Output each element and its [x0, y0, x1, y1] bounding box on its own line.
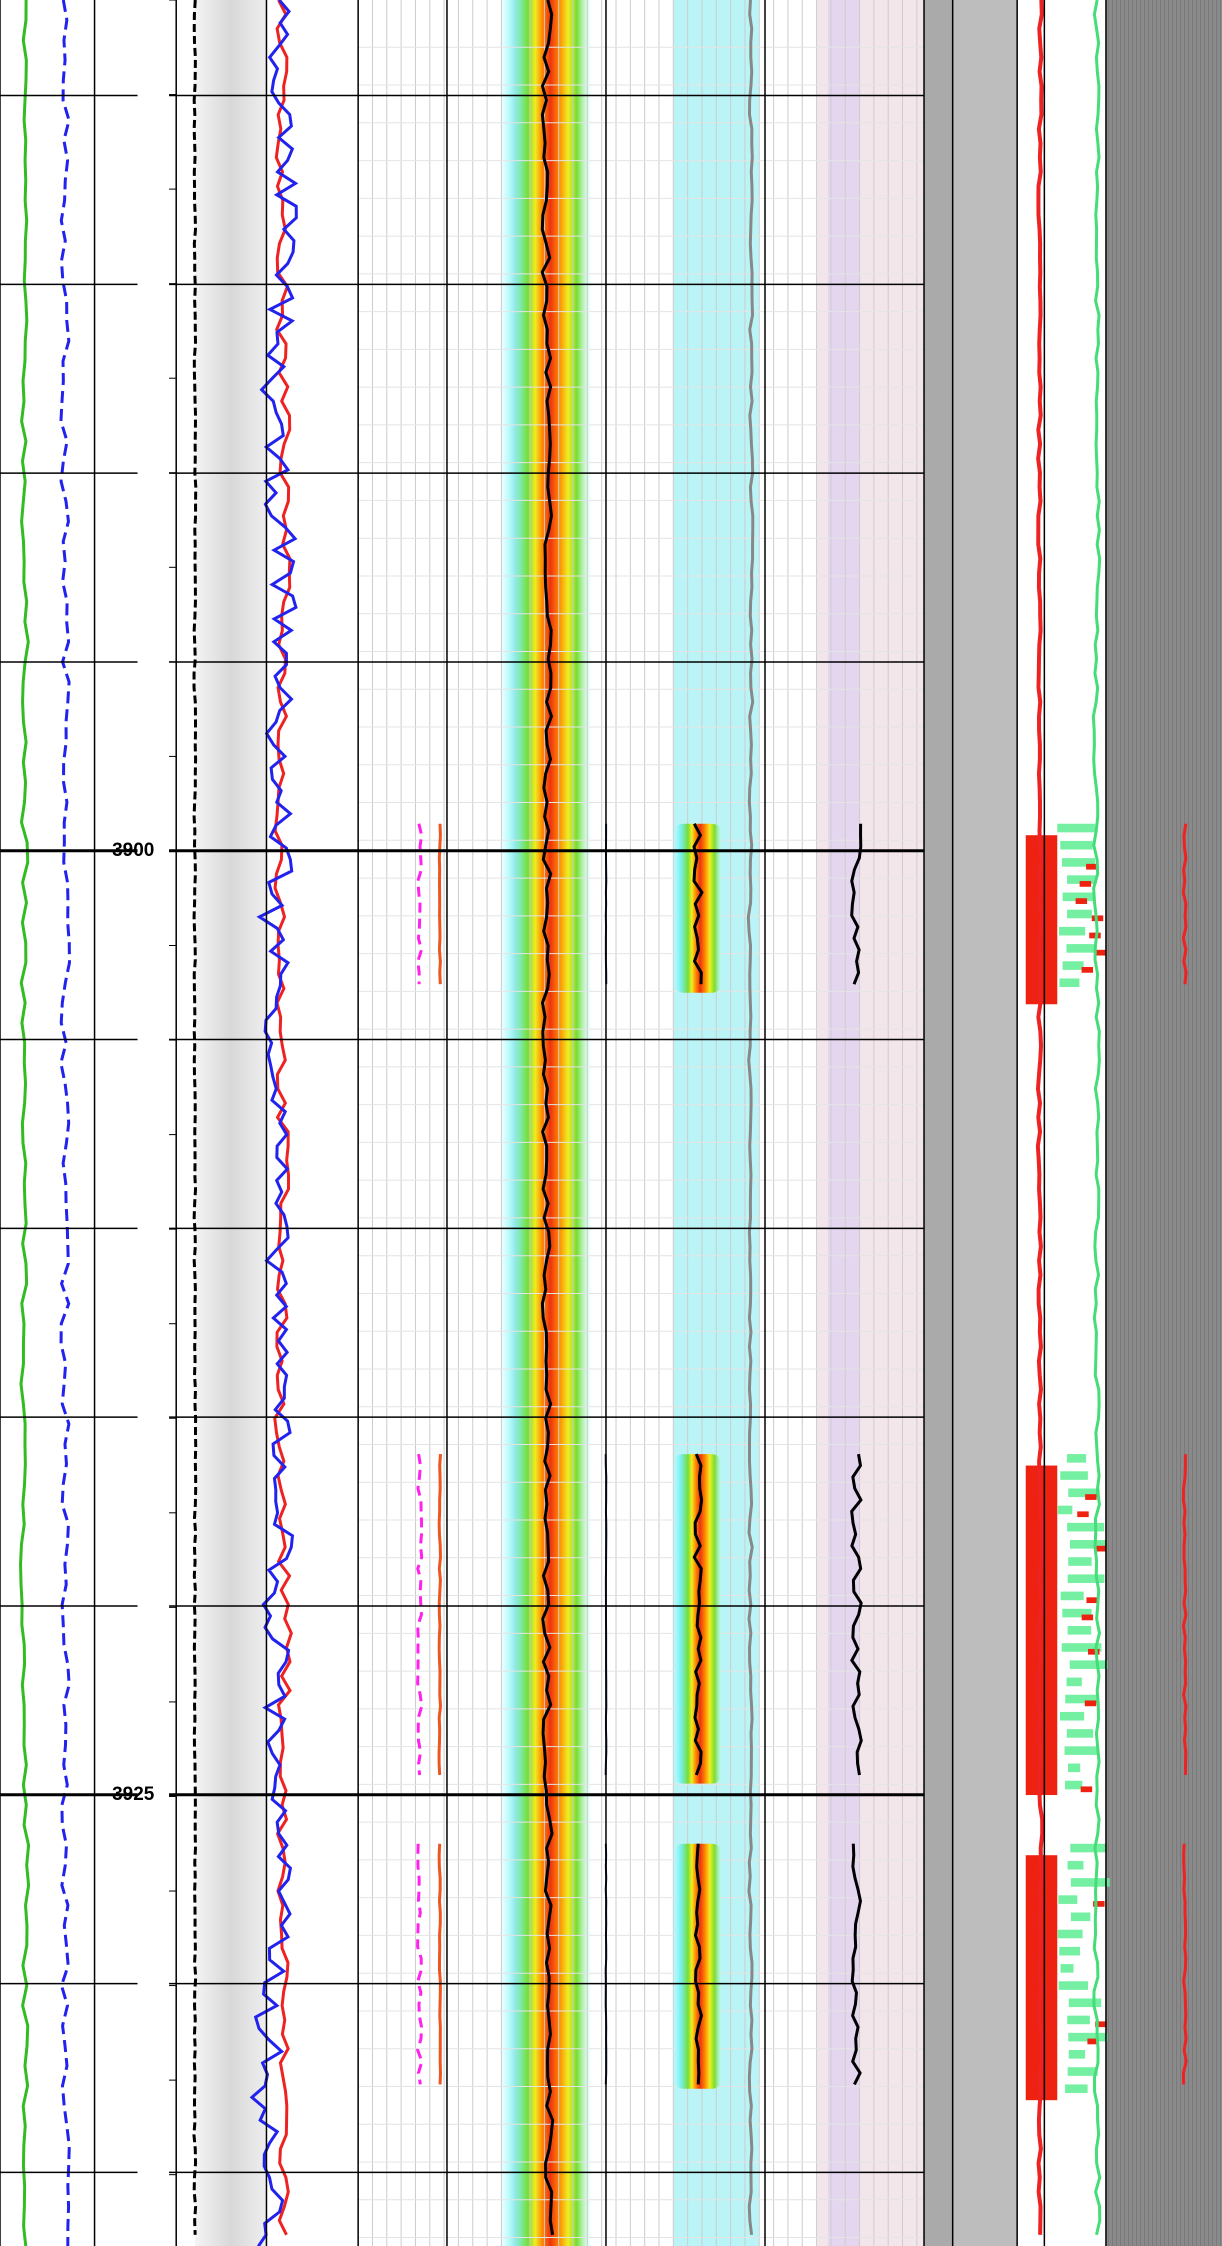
flag-green	[1059, 926, 1086, 936]
lavender	[828, 0, 860, 2246]
gray-curve	[746, 0, 755, 2236]
gray-panel	[952, 0, 1018, 2246]
magenta-dash	[416, 823, 424, 985]
flag-green	[1066, 944, 1095, 953]
flag-red	[1084, 1700, 1097, 1707]
track-shade	[194, 0, 267, 2246]
flag-red	[1087, 2038, 1099, 2045]
amp-panel	[1105, 0, 1222, 2246]
flag-green	[1067, 1522, 1105, 1532]
blue-dash-curve	[59, 0, 71, 2246]
flag-red	[1093, 1901, 1105, 1907]
flag-red	[1086, 863, 1098, 870]
depth-label: 3900	[112, 840, 154, 861]
flag-green	[1066, 1454, 1087, 1463]
flag-green	[1067, 1574, 1105, 1584]
flag-red	[1081, 966, 1094, 973]
amp-red	[1181, 1843, 1188, 2085]
heat-curve	[540, 0, 555, 2236]
orange-line	[437, 1843, 442, 2085]
flag-green	[1067, 1860, 1084, 1870]
flag-green	[1068, 2050, 1086, 2059]
flag-green	[1070, 1912, 1091, 1922]
flag-green	[1059, 1946, 1080, 1956]
flag-green	[1069, 1540, 1107, 1549]
flag-green	[1066, 1729, 1094, 1738]
flag-red	[1081, 1614, 1094, 1621]
flag-red	[1089, 932, 1101, 939]
flag-green	[1067, 909, 1092, 919]
flag-red	[1075, 898, 1088, 904]
blob-curve	[692, 1453, 704, 1776]
flag-green	[1062, 892, 1095, 902]
flag-red	[1093, 949, 1106, 956]
green-curve	[19, 0, 31, 2246]
flag-green	[1057, 823, 1096, 833]
depth-label: 3925	[112, 1784, 155, 1805]
image-curve	[850, 1843, 862, 2086]
flag-green	[1068, 1998, 1102, 2008]
flag-green	[1068, 1763, 1081, 1773]
flag-green	[1061, 858, 1095, 867]
flag-red	[1088, 1648, 1100, 1655]
flag-red	[1077, 1511, 1089, 1518]
image-curve	[850, 1453, 863, 1776]
flag-green	[1067, 1625, 1092, 1635]
red-strip	[1035, 0, 1045, 2235]
flag-green	[1068, 1557, 1092, 1566]
blue-zigzag	[249, 0, 299, 2246]
track3-dash	[192, 0, 198, 2235]
flag-red	[1080, 1786, 1093, 1793]
flag-green	[1069, 1660, 1108, 1669]
flag-green	[1068, 1488, 1100, 1498]
orange-line	[437, 1453, 443, 1776]
flag-green	[1057, 1929, 1083, 1939]
gray-strip	[924, 0, 953, 2246]
flag-green	[1070, 1878, 1110, 1887]
flag-green	[1062, 961, 1084, 970]
flag-green	[1058, 1981, 1089, 1990]
flag-green	[1065, 2084, 1088, 2094]
orange-line	[437, 823, 442, 985]
flag-red	[1095, 2021, 1107, 2028]
green-strip	[1091, 0, 1102, 2236]
flag-red	[1094, 1545, 1107, 1552]
flag-green	[1067, 2067, 1098, 2076]
flag-red	[1086, 1597, 1098, 1604]
amp-red	[1181, 823, 1188, 985]
flag-green	[1067, 2015, 1090, 2025]
flag-green	[1062, 1608, 1092, 1618]
flag-green	[1060, 840, 1093, 850]
flag-green	[1060, 1471, 1088, 1480]
flag-red	[1085, 1494, 1097, 1500]
blob-curve	[693, 1843, 703, 2085]
flag-green	[1058, 1895, 1078, 1904]
flag-green	[1060, 1591, 1084, 1601]
flag-green	[1065, 1694, 1099, 1704]
flag-green	[1065, 1780, 1083, 1790]
magenta-dash	[416, 1453, 424, 1776]
amp-red	[1181, 1454, 1188, 1776]
flag-green	[1068, 2032, 1108, 2042]
flag-green	[1061, 1643, 1102, 1652]
flag-green	[1064, 1746, 1098, 1755]
flag-green	[1059, 1711, 1085, 1721]
flag-green	[1059, 978, 1080, 988]
flag-green	[1060, 1964, 1074, 1973]
flag-green	[1070, 1843, 1107, 1853]
flag-green	[1067, 875, 1097, 884]
flag-green	[1066, 1677, 1082, 1687]
flag-green	[1057, 1505, 1073, 1515]
magenta-dash	[416, 1843, 424, 2085]
flag-red	[1079, 881, 1092, 887]
